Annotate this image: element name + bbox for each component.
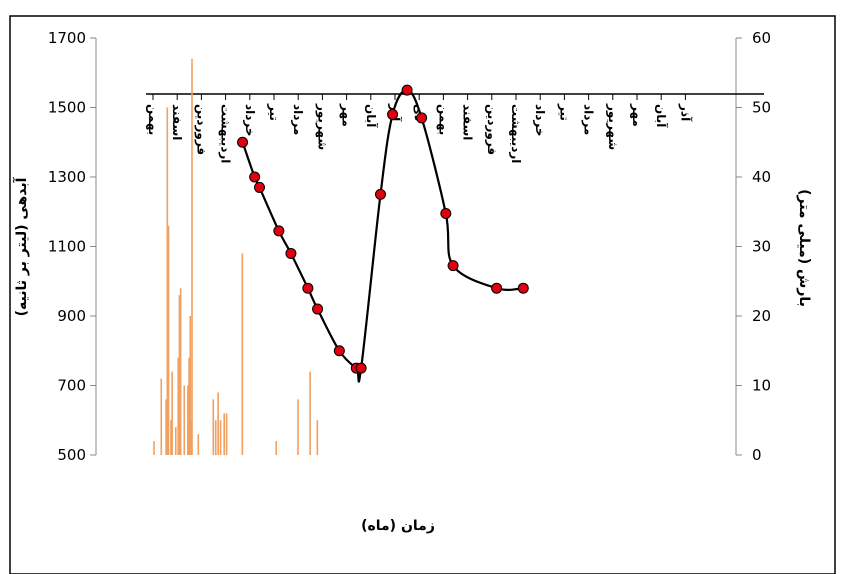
precipitation-bars [153, 58, 319, 455]
month-label: مرداد [582, 104, 596, 135]
left-tick-label: 1300 [48, 168, 86, 186]
left-tick-label: 900 [57, 307, 86, 325]
month-label: تیر [267, 103, 281, 121]
precipitation-bar [197, 434, 200, 455]
precipitation-bar [187, 385, 189, 455]
y-axis-title: آبدهی (لیتر بر ثانیه) [12, 176, 30, 316]
discharge-point [249, 171, 261, 183]
month-label: خرداد [243, 104, 257, 137]
discharge-point [285, 247, 297, 259]
discharge-point [517, 282, 529, 294]
discharge-point [333, 345, 345, 357]
discharge-point [253, 181, 265, 193]
precipitation-bar [316, 420, 319, 455]
right-tick-label: 20 [752, 307, 771, 325]
precipitation-bar [241, 253, 244, 455]
precipitation-bar [212, 399, 215, 455]
left-tick-label: 1500 [48, 99, 86, 117]
precipitation-bar [297, 399, 299, 455]
left-tick-label: 1700 [48, 29, 86, 47]
precipitation-bar [153, 441, 155, 455]
precipitation-bar [191, 58, 193, 455]
discharge-point [355, 362, 367, 374]
precipitation-bar [171, 371, 173, 455]
left-tick-label: 500 [57, 446, 86, 464]
precipitation-bar [217, 392, 219, 455]
month-label: بهمن [146, 104, 160, 135]
month-label: آذر [678, 103, 693, 122]
y2-axis-title: بارش (میلی متر) [796, 189, 812, 307]
discharge-point [401, 84, 413, 96]
month-label: تیر [557, 103, 571, 121]
precipitation-bar [309, 371, 311, 455]
right-tick-label: 60 [752, 29, 771, 47]
chart-border [9, 15, 836, 574]
discharge-point [447, 260, 459, 272]
month-label: خرداد [533, 104, 547, 137]
right-axis-ticks: 0 10 20 30 40 50 60 [736, 29, 771, 464]
right-tick-label: 0 [752, 446, 762, 464]
discharge-point [302, 282, 314, 294]
precipitation-bar [160, 378, 163, 455]
right-tick-label: 10 [752, 377, 771, 395]
precipitation-bar [170, 420, 172, 455]
precipitation-bar [177, 357, 180, 455]
precipitation-bar [183, 385, 186, 455]
precipitation-bar [165, 399, 167, 455]
left-tick-label: 700 [57, 377, 86, 395]
precipitation-bar [174, 427, 177, 455]
precipitation-bar [166, 107, 169, 455]
month-axis-ticks: بهمن اسفند فروردین اردیبهشت خرداد تیر مرداد شهر… [146, 94, 693, 163]
precipitation-bar [275, 441, 278, 455]
precipitation-bar [179, 288, 182, 455]
discharge-point [387, 108, 399, 120]
month-label: آبان [364, 104, 379, 128]
month-label: مهر [340, 103, 354, 127]
month-label: مرداد [291, 104, 305, 135]
month-label: فروردین [484, 104, 499, 155]
discharge-markers [237, 84, 529, 374]
precipitation-bar [225, 413, 228, 455]
precipitation-bar [214, 420, 217, 455]
right-tick-label: 50 [752, 99, 771, 117]
left-tick-label: 1100 [48, 238, 86, 256]
month-label: آبان [654, 104, 669, 128]
month-label: اسفند [461, 104, 475, 140]
discharge-point [237, 136, 249, 148]
precipitation-bar [189, 316, 192, 455]
x-axis-title: زمان (ماه) [361, 518, 435, 534]
discharge-point [374, 188, 386, 200]
precipitation-bar [167, 225, 170, 455]
month-label: بهمن [436, 104, 450, 135]
month-label: مهر [630, 103, 644, 127]
discharge-point [416, 112, 428, 124]
discharge-point [440, 207, 452, 219]
precipitation-bar [223, 413, 225, 455]
precipitation-bar [219, 420, 222, 455]
right-tick-label: 30 [752, 238, 771, 256]
month-label: اسفند [170, 104, 184, 140]
discharge-series-line [241, 89, 524, 383]
precipitation-bar [178, 295, 181, 455]
month-label: اردیبهشت [509, 104, 523, 163]
month-label: شهریور [605, 103, 620, 150]
discharge-point [491, 282, 503, 294]
right-tick-label: 40 [752, 168, 771, 186]
left-axis-ticks: 500 700 900 1100 1300 1500 1700 [48, 29, 96, 464]
month-label: اردیبهشت [219, 104, 233, 163]
month-label: شهریور [314, 103, 329, 150]
discharge-point [312, 303, 324, 315]
month-label: فروردین [193, 104, 208, 155]
discharge-point [273, 225, 285, 237]
